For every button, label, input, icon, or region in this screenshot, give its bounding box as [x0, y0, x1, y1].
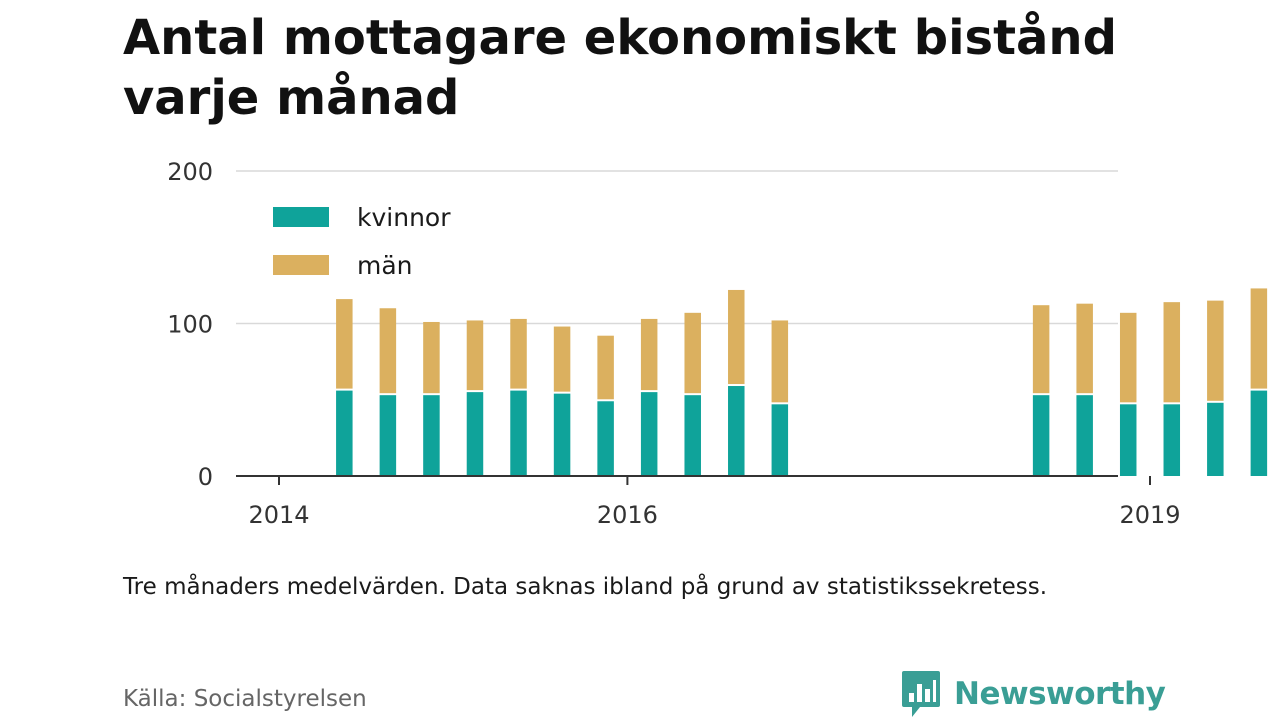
legend-label-kvinnor: kvinnor [357, 203, 451, 232]
chart-title: Antal mottagare ekonomiskt bistånd varje… [123, 10, 1117, 126]
bar-kvinnor [466, 392, 484, 476]
bar-man [1163, 302, 1181, 403]
bar-man [597, 335, 614, 400]
bar-kvinnor [423, 395, 440, 476]
bar-man [640, 318, 658, 391]
x-tick-label: 2014 [248, 501, 309, 529]
bar-man [1119, 312, 1137, 403]
bar-man [1207, 300, 1224, 401]
bar-kvinnor [771, 404, 789, 476]
legend: kvinnor män [273, 203, 451, 280]
x-tick-label: 2016 [597, 501, 658, 529]
chart-note: Tre månaders medelvärden. Data saknas ib… [123, 574, 1048, 600]
bar-man [728, 289, 745, 385]
bar-man [771, 320, 789, 403]
bar-man [336, 299, 353, 389]
y-tick-label: 100 [167, 311, 213, 339]
newsworthy-logo: Newsworthy [900, 668, 1166, 720]
legend-swatch-man [273, 255, 329, 275]
bar-kvinnor [510, 390, 527, 476]
bar-kvinnor [1250, 390, 1268, 476]
bar-man [1250, 288, 1268, 389]
bar-kvinnor [1163, 404, 1181, 476]
bar-man [1032, 305, 1050, 394]
bar-kvinnor [1032, 395, 1050, 476]
bar-kvinnor [728, 386, 745, 476]
bar-kvinnor [1076, 395, 1093, 476]
bar-kvinnor [1207, 402, 1224, 476]
bar-man [379, 308, 397, 394]
bar-kvinnor [597, 401, 614, 476]
newsworthy-icon [902, 671, 940, 717]
bar-man [466, 320, 484, 391]
bar-man [1076, 303, 1093, 394]
bar-man [553, 326, 571, 392]
bar-kvinnor [553, 393, 571, 476]
bar-kvinnor [640, 392, 658, 476]
axes: 010020020142016201920212023 [167, 158, 1180, 529]
bar-kvinnor [336, 390, 353, 476]
brand-name: Newsworthy [954, 676, 1166, 712]
x-tick-label: 2019 [1119, 501, 1180, 529]
legend-swatch-kvinnor [273, 207, 329, 227]
source-credit: Källa: Socialstyrelsen [123, 686, 367, 712]
bar-man [684, 312, 701, 394]
stacked-bar-chart: 010020020142016201920212023 kvinnor män [167, 158, 1268, 529]
bar-kvinnor [379, 395, 397, 476]
bars [336, 288, 1268, 476]
y-tick-label: 200 [167, 158, 213, 186]
bar-man [510, 318, 527, 389]
bar-kvinnor [1119, 404, 1137, 476]
gridlines [236, 170, 1118, 325]
bar-man [423, 321, 440, 394]
y-tick-label: 0 [198, 463, 213, 491]
bar-kvinnor [684, 395, 701, 476]
legend-label-man: män [357, 251, 413, 280]
